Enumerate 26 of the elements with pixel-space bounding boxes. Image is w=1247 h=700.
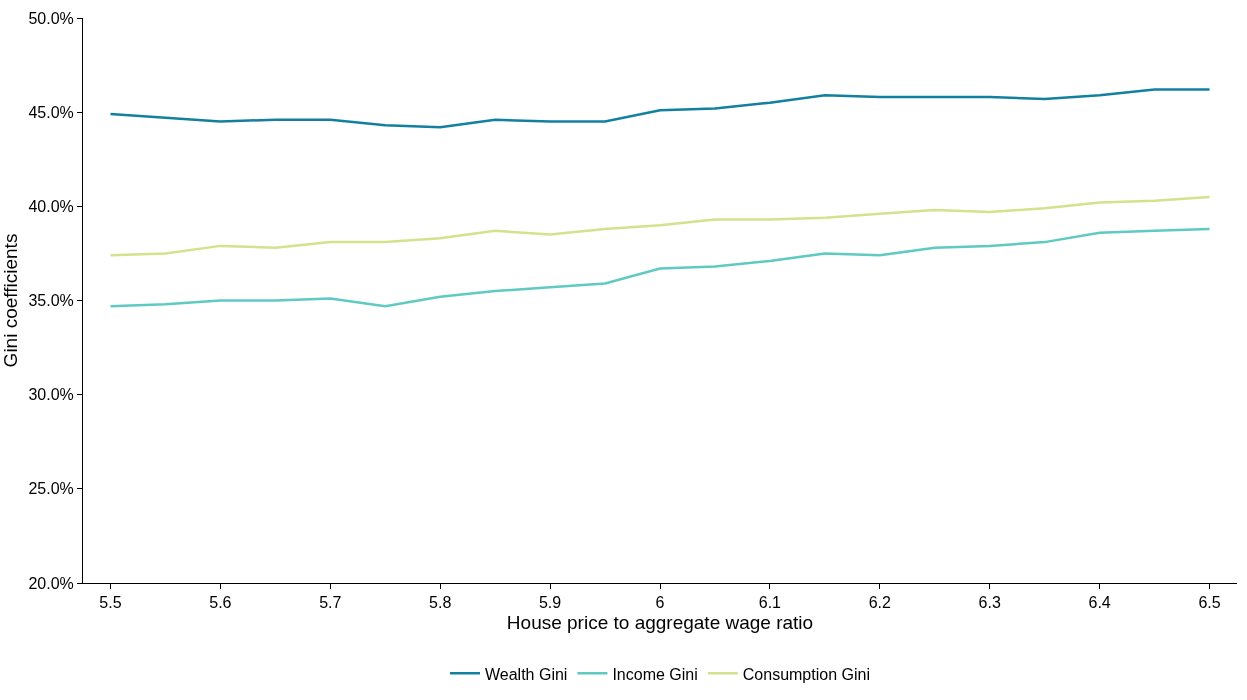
y-tick-label: 20.0% xyxy=(28,574,74,592)
legend-label: Wealth Gini xyxy=(485,665,568,683)
x-tick-label: 6 xyxy=(655,594,665,612)
x-tick-label: 6.1 xyxy=(758,594,782,612)
x-tick-label: 6.2 xyxy=(868,594,892,612)
y-tick-label: 30.0% xyxy=(28,386,74,404)
x-tick-label: 6.5 xyxy=(1198,594,1221,612)
line-series xyxy=(109,88,1211,129)
x-tick-label: 5.8 xyxy=(429,594,452,612)
y-tick-label: 45.0% xyxy=(28,103,74,121)
x-tick-label: 5.7 xyxy=(319,594,342,612)
y-tick-label: 50.0% xyxy=(28,9,74,27)
line-series xyxy=(109,195,1211,257)
x-tick-label: 6.4 xyxy=(1088,594,1111,612)
x-tick-label: 5.6 xyxy=(209,594,232,612)
y-axis-title: Gini coefficients xyxy=(0,233,22,368)
x-tick-label: 6.3 xyxy=(978,594,1001,612)
x-tick-label: 5.5 xyxy=(99,594,122,612)
y-tick-label: 35.0% xyxy=(28,292,74,310)
y-tick-label: 40.0% xyxy=(28,197,74,215)
x-tick-label: 5.9 xyxy=(538,594,562,612)
legend-label: Income Gini xyxy=(612,665,698,683)
line-series xyxy=(109,227,1211,308)
legend-label: Consumption Gini xyxy=(742,665,870,683)
x-axis-title: House price to aggregate wage ratio xyxy=(506,612,814,633)
y-tick-label: 25.0% xyxy=(28,480,74,498)
